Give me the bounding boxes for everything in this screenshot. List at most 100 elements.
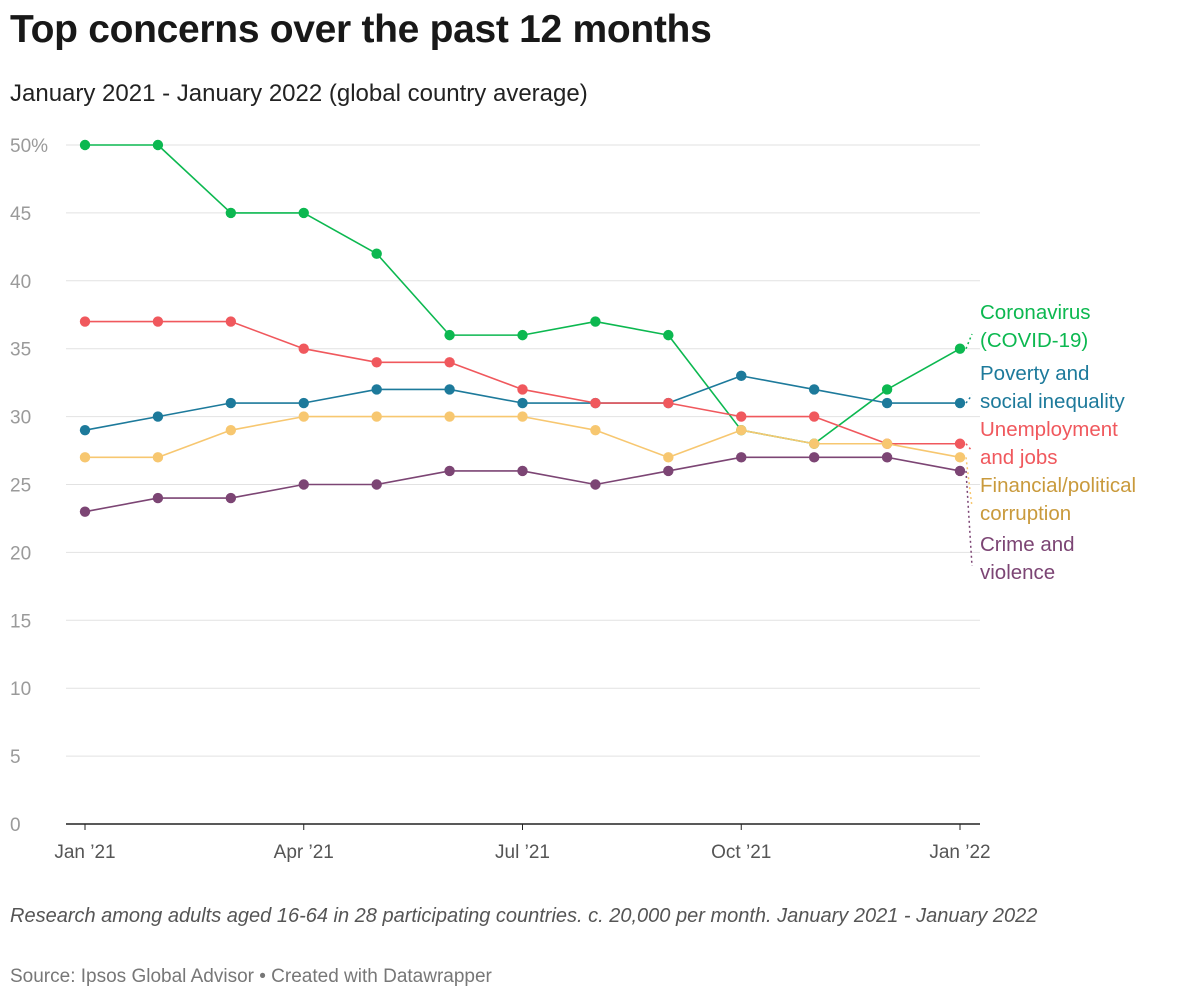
data-point	[79, 424, 91, 436]
data-point	[736, 411, 747, 422]
data-point	[79, 139, 91, 151]
y-axis-ticks: 50% 45 40 35 30 25 20 15 10 5 0	[10, 136, 48, 836]
data-point	[808, 452, 820, 463]
x-tick-label: Jan ’22	[929, 842, 990, 863]
series-label: Poverty and social inequality	[980, 362, 1125, 413]
data-point	[152, 452, 164, 463]
data-point	[590, 316, 601, 327]
data-point	[298, 207, 309, 219]
x-tick-label: Jul ’21	[495, 842, 550, 863]
series-3	[79, 411, 966, 463]
data-point	[881, 384, 893, 395]
series-label: Financial/political corruption	[980, 474, 1136, 525]
data-point	[298, 411, 309, 422]
series-1	[79, 370, 966, 436]
data-point	[663, 465, 674, 477]
data-point	[736, 452, 747, 463]
y-tick-label: 45	[10, 204, 31, 225]
data-point	[371, 357, 382, 368]
data-point	[954, 452, 966, 463]
y-tick-label: 25	[10, 476, 31, 497]
data-point	[444, 465, 455, 477]
data-point	[517, 411, 528, 422]
series-label: Unemployment and jobs	[980, 418, 1118, 469]
y-tick-label: 0	[10, 815, 21, 836]
label-connector	[965, 443, 973, 452]
data-point	[736, 370, 747, 382]
data-point	[954, 343, 966, 354]
data-point	[736, 424, 747, 436]
x-tick-label: Apr ’21	[274, 842, 334, 863]
data-point	[663, 329, 674, 341]
x-tick-label: Oct ’21	[711, 842, 771, 863]
data-point	[225, 424, 237, 436]
line-chart: 50% 45 40 35 30 25 20 15 10 5 0 Jan ’21 Apr ’21 Jul …	[10, 136, 1136, 863]
y-tick-label: 15	[10, 611, 31, 632]
data-point	[808, 384, 820, 395]
data-point	[517, 397, 528, 409]
x-tick-label: Jan ’21	[54, 842, 115, 863]
data-point	[808, 411, 820, 422]
y-tick-label: 10	[10, 679, 31, 700]
series-label: Coronavirus (COVID-19)	[980, 301, 1091, 352]
data-point	[225, 316, 237, 327]
y-tick-label: 35	[10, 340, 31, 361]
data-point	[225, 492, 237, 504]
data-point	[152, 411, 164, 422]
data-point	[225, 397, 237, 409]
chart-source: Source: Ipsos Global Advisor • Created w…	[10, 966, 492, 987]
chart-title: Top concerns over the past 12 months	[10, 8, 712, 51]
series-label: Crime and violence	[980, 533, 1075, 584]
data-point	[517, 384, 528, 395]
data-point	[79, 316, 91, 327]
data-point	[79, 452, 91, 463]
chart-subtitle: January 2021 - January 2022 (global coun…	[10, 80, 588, 107]
data-point	[298, 397, 309, 409]
data-point	[225, 207, 237, 219]
data-point	[444, 384, 455, 395]
data-point	[152, 139, 164, 151]
data-point	[371, 384, 382, 395]
series-lines	[79, 139, 966, 517]
label-connector	[965, 457, 973, 508]
series-4	[79, 452, 966, 517]
data-point	[663, 452, 674, 463]
y-tick-label: 40	[10, 272, 31, 293]
data-point	[517, 329, 528, 341]
y-tick-label: 50%	[10, 136, 48, 157]
label-connector	[965, 333, 973, 349]
data-point	[808, 438, 820, 449]
data-point	[371, 248, 382, 259]
data-point	[881, 438, 893, 449]
data-point	[444, 357, 455, 368]
data-point	[79, 506, 91, 517]
gridlines	[66, 144, 980, 757]
data-point	[298, 479, 309, 490]
y-tick-label: 30	[10, 408, 31, 429]
data-point	[881, 397, 893, 409]
data-point	[444, 329, 455, 341]
data-point	[954, 397, 966, 409]
data-point	[663, 397, 674, 409]
data-point	[590, 397, 601, 409]
label-connector	[965, 470, 973, 567]
data-point	[954, 465, 966, 477]
series-2	[79, 316, 966, 449]
data-point	[371, 479, 382, 490]
data-point	[152, 316, 164, 327]
x-axis: Jan ’21 Apr ’21 Jul ’21 Oct ’21 Jan ’22	[54, 823, 991, 863]
data-point	[881, 452, 893, 463]
data-point	[517, 465, 528, 477]
data-point	[444, 411, 455, 422]
y-tick-label: 20	[10, 543, 31, 564]
y-tick-label: 5	[10, 747, 21, 768]
chart-notes: Research among adults aged 16-64 in 28 p…	[10, 905, 1038, 927]
data-point	[590, 479, 601, 490]
label-connector	[965, 394, 973, 404]
data-point	[954, 438, 966, 449]
series-labels: Coronavirus (COVID-19) Poverty and social i…	[965, 301, 1136, 584]
data-point	[590, 424, 601, 436]
data-point	[152, 492, 164, 504]
data-point	[298, 343, 309, 354]
data-point	[371, 411, 382, 422]
